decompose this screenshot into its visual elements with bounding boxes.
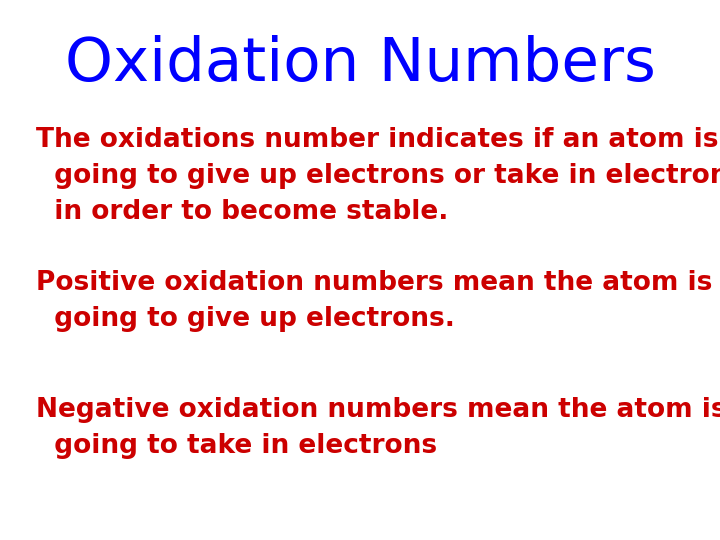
Text: Negative oxidation numbers mean the atom is
  going to take in electrons: Negative oxidation numbers mean the atom…	[36, 397, 720, 459]
Text: Oxidation Numbers: Oxidation Numbers	[65, 35, 655, 94]
Text: Positive oxidation numbers mean the atom is
  going to give up electrons.: Positive oxidation numbers mean the atom…	[36, 270, 712, 332]
Text: The oxidations number indicates if an atom is
  going to give up electrons or ta: The oxidations number indicates if an at…	[36, 127, 720, 225]
